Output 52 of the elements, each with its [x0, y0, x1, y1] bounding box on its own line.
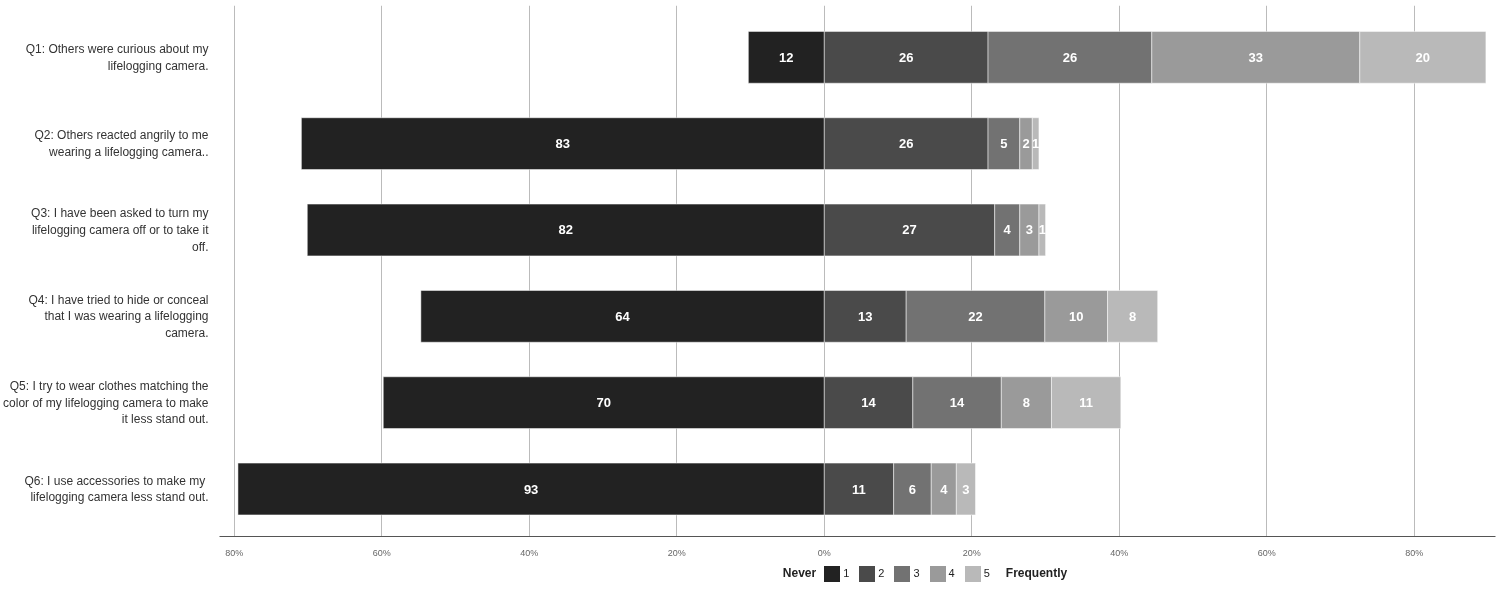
annotation: 4 [1003, 222, 1012, 238]
annotation: 6 [908, 481, 917, 497]
legend-label: 3 [913, 565, 920, 581]
x-tick-label: 0% [817, 547, 831, 558]
legend-label: 1 [843, 565, 850, 581]
annotation: 33 [1248, 49, 1264, 65]
x-tick-label: 60% [372, 547, 391, 558]
legend-label: 4 [948, 565, 955, 581]
annotation: 1 [1032, 136, 1040, 152]
annotation: 83 [555, 136, 571, 152]
annotation: 11 [1079, 395, 1094, 411]
y-tick-label: Q3: I have been asked to turn my lifelogging camera off or to take it off. [31, 206, 210, 254]
annotation: 93 [523, 481, 539, 497]
y-tick-label: Q6: I use accessories to make my lifelogging camera less stand out. [24, 473, 209, 505]
x-tick-label: 60% [1257, 547, 1276, 558]
annotation: 27 [902, 222, 917, 238]
annotation: 5 [1000, 136, 1008, 152]
annotation: 8 [1022, 395, 1031, 411]
annotation: 3 [962, 481, 970, 497]
annotation: 13 [858, 308, 873, 324]
annotation: 3 [1025, 222, 1033, 238]
annotation: 20 [1415, 49, 1431, 65]
text: Frequently [1005, 565, 1068, 582]
annotation: 12 [779, 49, 794, 65]
x-tick-label: 40% [1110, 547, 1129, 558]
annotation: 11 [852, 481, 866, 497]
annotation: 14 [949, 395, 966, 411]
annotation: 70 [596, 395, 612, 411]
annotation: 26 [1062, 49, 1078, 65]
annotation: 4 [940, 481, 949, 497]
y-tick-label: Q2: Others reacted angrily to me wearing a lifelogging camera.. [34, 128, 209, 160]
annotation: 14 [861, 395, 877, 411]
legend-label: 2 [878, 565, 885, 581]
x-tick-label: 20% [962, 547, 981, 558]
annotation: 1 [1038, 222, 1046, 238]
annotation: 82 [558, 222, 574, 238]
text: Never [782, 565, 817, 582]
x-tick-label: 80% [225, 547, 244, 558]
x-tick-label: 40% [520, 547, 539, 558]
annotation: 10 [1068, 308, 1084, 324]
x-tick-label: 20% [667, 547, 686, 558]
y-tick-label: Q4: I have tried to hide or conceal that I was wearing a lifelogging camera. [28, 292, 209, 341]
annotation: 26 [898, 49, 914, 65]
annotation: 22 [968, 308, 983, 324]
legend-label: 5 [983, 565, 990, 581]
x-tick-label: 80% [1405, 547, 1424, 558]
annotation: 26 [898, 136, 914, 152]
annotation: 64 [615, 308, 631, 324]
y-tick-label: Q1: Others were curious about my lifelogging camera. [25, 41, 209, 73]
annotation: 2 [1022, 136, 1030, 152]
annotation: 8 [1129, 308, 1137, 324]
y-tick-label: Q5: I try to wear clothes matching the color of my lifelogging camera to make it less stand out. [3, 378, 209, 427]
